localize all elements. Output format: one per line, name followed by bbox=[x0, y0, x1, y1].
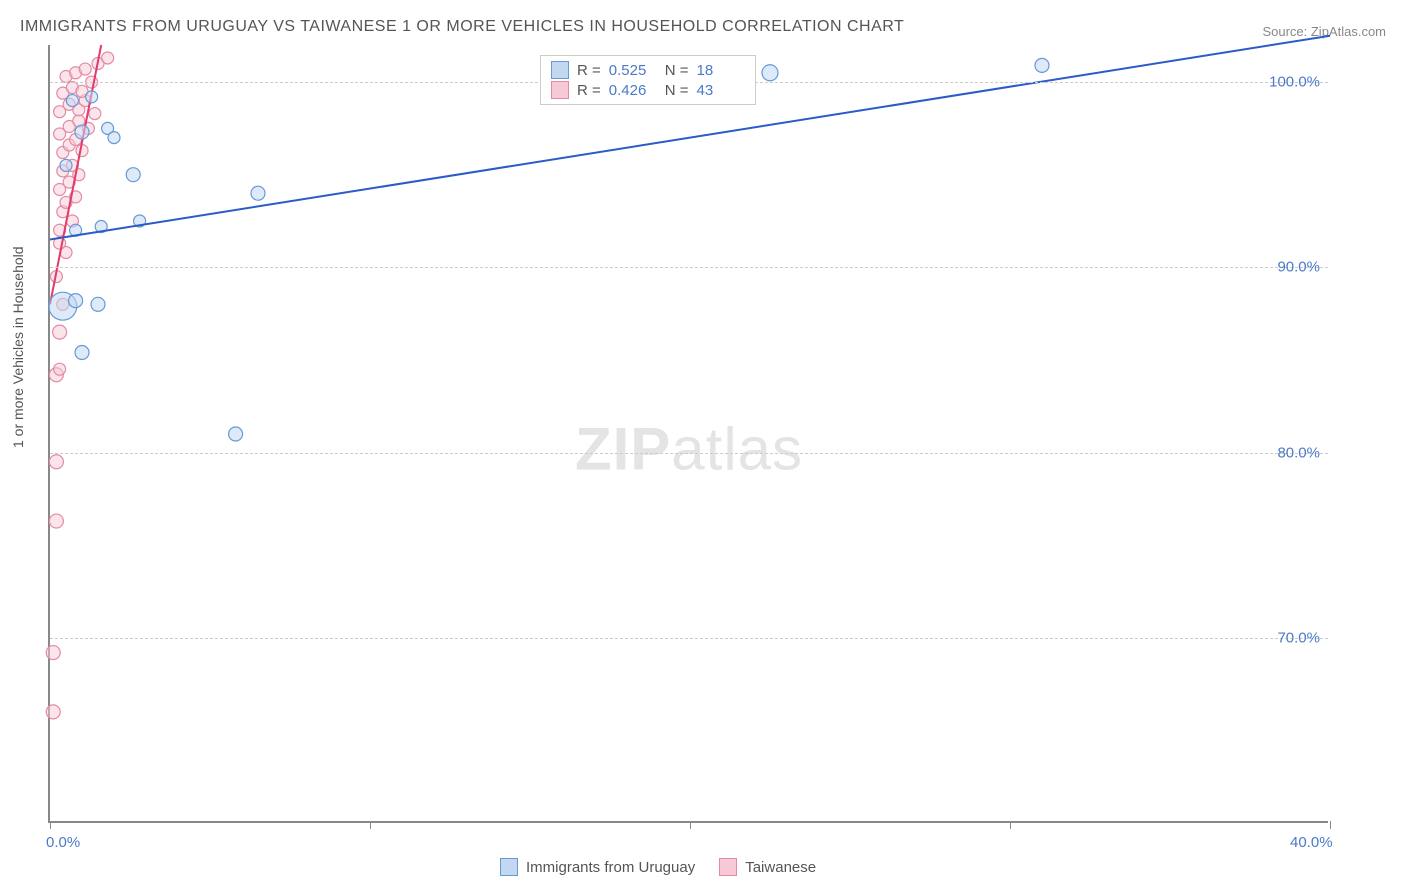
scatter-point-taiwanese bbox=[49, 514, 63, 528]
r-label: R = bbox=[577, 82, 601, 99]
scatter-point-taiwanese bbox=[53, 325, 67, 339]
x-tick bbox=[50, 821, 51, 829]
chart-svg bbox=[50, 45, 1328, 821]
scatter-point-taiwanese bbox=[102, 52, 114, 64]
swatch-blue-icon bbox=[551, 61, 569, 79]
x-tick-label: 40.0% bbox=[1290, 834, 1333, 851]
y-tick-label: 80.0% bbox=[1277, 444, 1320, 461]
scatter-point-uruguay bbox=[108, 132, 120, 144]
legend-stats-row: R = 0.525 N = 18 bbox=[551, 60, 745, 80]
scatter-point-uruguay bbox=[69, 294, 83, 308]
x-tick bbox=[1330, 821, 1331, 829]
scatter-point-uruguay bbox=[60, 159, 72, 171]
scatter-point-taiwanese bbox=[89, 108, 101, 120]
legend-item-uruguay: Immigrants from Uruguay bbox=[500, 858, 695, 876]
gridline-h bbox=[50, 267, 1328, 268]
legend-series: Immigrants from Uruguay Taiwanese bbox=[500, 858, 816, 876]
n-value-taiwanese: 43 bbox=[697, 82, 745, 99]
legend-stats: R = 0.525 N = 18 R = 0.426 N = 43 bbox=[540, 55, 756, 105]
n-label: N = bbox=[665, 62, 689, 79]
x-tick bbox=[370, 821, 371, 829]
scatter-point-taiwanese bbox=[79, 63, 91, 75]
scatter-point-taiwanese bbox=[54, 363, 66, 375]
n-value-uruguay: 18 bbox=[697, 62, 745, 79]
scatter-point-taiwanese bbox=[46, 705, 60, 719]
gridline-h bbox=[50, 638, 1328, 639]
swatch-pink-icon bbox=[719, 858, 737, 876]
r-value-uruguay: 0.525 bbox=[609, 62, 657, 79]
scatter-point-uruguay bbox=[762, 65, 778, 81]
x-tick-label: 0.0% bbox=[46, 834, 80, 851]
scatter-point-uruguay bbox=[251, 186, 265, 200]
r-label: R = bbox=[577, 62, 601, 79]
scatter-point-uruguay bbox=[75, 345, 89, 359]
y-tick-label: 90.0% bbox=[1277, 259, 1320, 276]
n-label: N = bbox=[665, 82, 689, 99]
y-axis-label: 1 or more Vehicles in Household bbox=[10, 246, 26, 448]
chart-title: IMMIGRANTS FROM URUGUAY VS TAIWANESE 1 O… bbox=[20, 18, 904, 36]
swatch-blue-icon bbox=[500, 858, 518, 876]
scatter-point-uruguay bbox=[91, 297, 105, 311]
swatch-pink-icon bbox=[551, 81, 569, 99]
legend-stats-row: R = 0.426 N = 43 bbox=[551, 80, 745, 100]
legend-label: Taiwanese bbox=[745, 859, 816, 876]
scatter-point-taiwanese bbox=[46, 646, 60, 660]
y-tick-label: 70.0% bbox=[1277, 629, 1320, 646]
r-value-taiwanese: 0.426 bbox=[609, 82, 657, 99]
scatter-point-taiwanese bbox=[49, 455, 63, 469]
legend-label: Immigrants from Uruguay bbox=[526, 859, 695, 876]
scatter-point-uruguay bbox=[229, 427, 243, 441]
scatter-point-uruguay bbox=[66, 95, 78, 107]
y-tick-label: 100.0% bbox=[1269, 74, 1320, 91]
scatter-point-uruguay bbox=[1035, 58, 1049, 72]
plot-area: ZIPatlas 70.0%80.0%90.0%100.0%0.0%40.0% bbox=[48, 45, 1328, 823]
x-tick bbox=[1010, 821, 1011, 829]
scatter-point-uruguay bbox=[75, 125, 89, 139]
gridline-h bbox=[50, 453, 1328, 454]
scatter-point-uruguay bbox=[86, 91, 98, 103]
x-tick bbox=[690, 821, 691, 829]
scatter-point-uruguay bbox=[126, 168, 140, 182]
legend-item-taiwanese: Taiwanese bbox=[719, 858, 816, 876]
